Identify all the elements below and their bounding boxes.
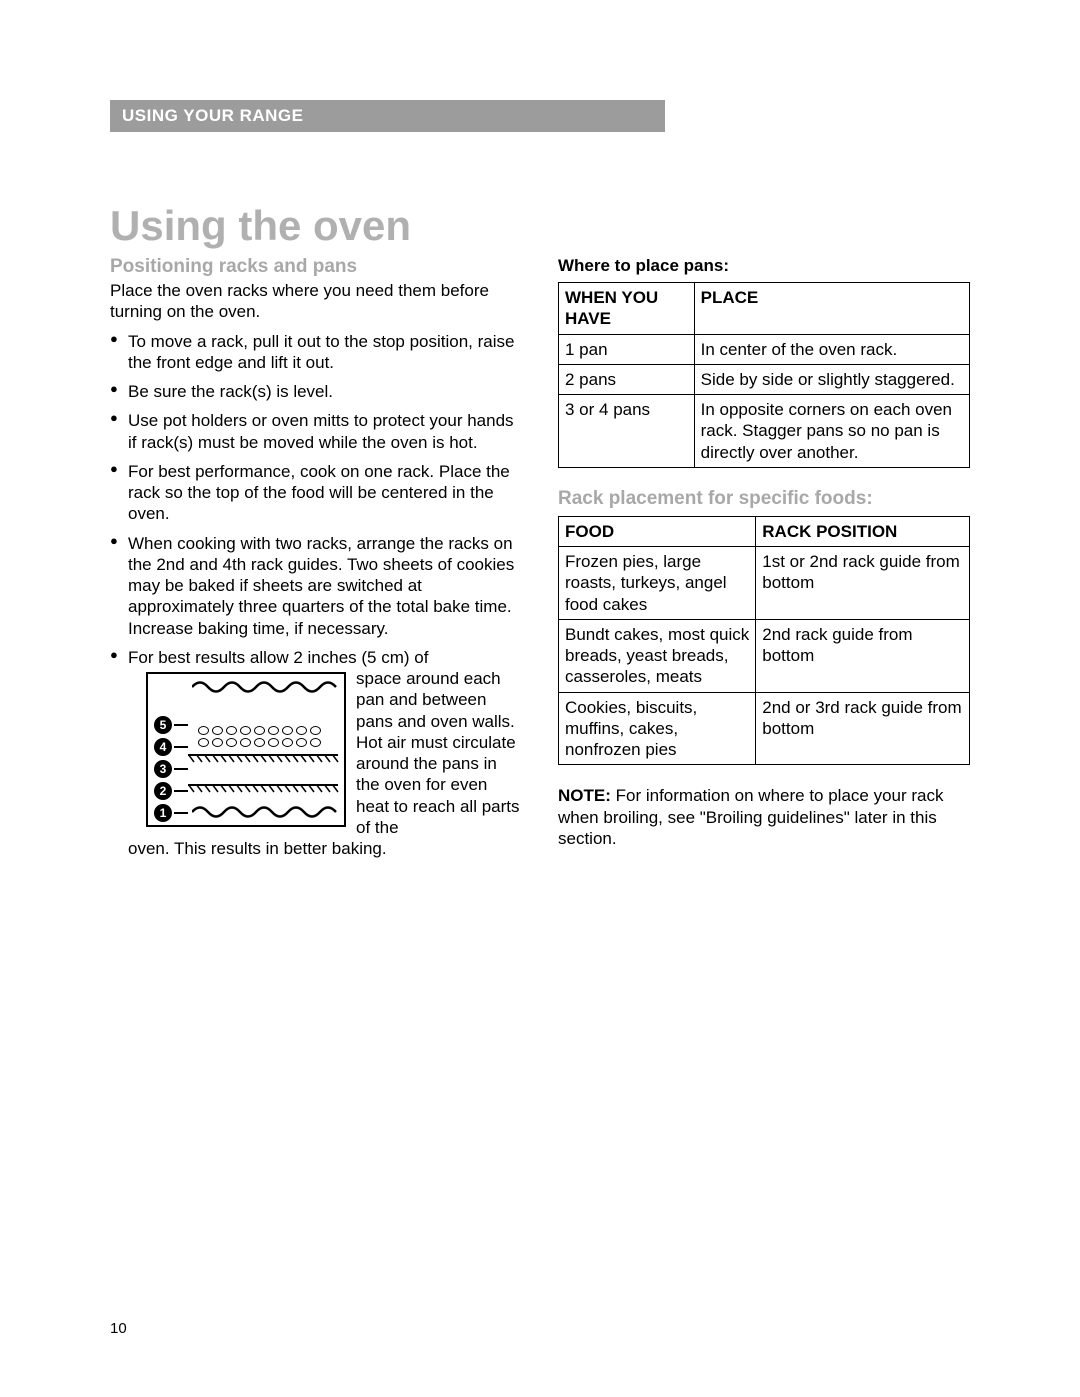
bullet-item: For best results allow 2 inches (5 cm) o… bbox=[110, 647, 522, 860]
table-cell: 2nd or 3rd rack guide from bottom bbox=[756, 692, 970, 765]
table-cell: Side by side or slightly staggered. bbox=[694, 364, 969, 394]
note-text: NOTE: For information on where to place … bbox=[558, 785, 970, 849]
foods-subheading: Rack placement for specific foods: bbox=[558, 488, 970, 510]
oven-diagram: 5 4 3 2 1 bbox=[146, 672, 346, 827]
rack-number-icon: 1 bbox=[154, 804, 172, 822]
table-header: PLACE bbox=[694, 283, 969, 335]
wrap-after-text: oven. This results in better baking. bbox=[128, 838, 522, 859]
wrap-lead-text: For best results allow 2 inches (5 cm) o… bbox=[128, 648, 428, 667]
right-column: Where to place pans: WHEN YOU HAVE PLACE… bbox=[558, 256, 970, 867]
table-header: RACK POSITION bbox=[756, 516, 970, 546]
table-cell: In center of the oven rack. bbox=[694, 334, 969, 364]
rack-number-icon: 3 bbox=[154, 760, 172, 778]
table-row: Bundt cakes, most quick breads, yeast br… bbox=[559, 619, 970, 692]
bullet-item: To move a rack, pull it out to the stop … bbox=[110, 331, 522, 374]
table-row: 1 pan In center of the oven rack. bbox=[559, 334, 970, 364]
table-cell: 1st or 2nd rack guide from bottom bbox=[756, 547, 970, 620]
bullet-item: Be sure the rack(s) is level. bbox=[110, 381, 522, 402]
heating-element-icon bbox=[192, 805, 342, 819]
rack-icon bbox=[188, 784, 342, 794]
foods-table: FOOD RACK POSITION Frozen pies, large ro… bbox=[558, 516, 970, 766]
table-row: 3 or 4 pans In opposite corners on each … bbox=[559, 395, 970, 468]
rack-number-icon: 5 bbox=[154, 716, 172, 734]
rack-number-icon: 2 bbox=[154, 782, 172, 800]
table-cell: Frozen pies, large roasts, turkeys, ange… bbox=[559, 547, 756, 620]
pans-table: WHEN YOU HAVE PLACE 1 pan In center of t… bbox=[558, 282, 970, 468]
bullet-item: When cooking with two racks, arrange the… bbox=[110, 533, 522, 639]
table-cell: In opposite corners on each oven rack. S… bbox=[694, 395, 969, 468]
note-body: For information on where to place your r… bbox=[558, 786, 944, 848]
page-number: 10 bbox=[110, 1320, 127, 1337]
table-row: 2 pans Side by side or slightly staggere… bbox=[559, 364, 970, 394]
heating-element-icon bbox=[192, 680, 342, 694]
table-row: Cookies, biscuits, muffins, cakes, nonfr… bbox=[559, 692, 970, 765]
left-column: Positioning racks and pans Place the ove… bbox=[110, 256, 522, 867]
table-header: FOOD bbox=[559, 516, 756, 546]
table-header-row: FOOD RACK POSITION bbox=[559, 516, 970, 546]
table-cell: Cookies, biscuits, muffins, cakes, nonfr… bbox=[559, 692, 756, 765]
wrap-text: space around each pan and between pans a… bbox=[356, 669, 519, 837]
cookie-tray-icon bbox=[198, 726, 332, 754]
table-cell: 2 pans bbox=[559, 364, 695, 394]
table-header-row: WHEN YOU HAVE PLACE bbox=[559, 283, 970, 335]
section-header: USING YOUR RANGE bbox=[110, 100, 665, 132]
content-columns: Positioning racks and pans Place the ove… bbox=[110, 256, 970, 867]
rack-number-icon: 4 bbox=[154, 738, 172, 756]
pans-heading: Where to place pans: bbox=[558, 256, 970, 276]
positioning-subheading: Positioning racks and pans bbox=[110, 256, 522, 278]
page-title: Using the oven bbox=[110, 202, 970, 250]
table-row: Frozen pies, large roasts, turkeys, ange… bbox=[559, 547, 970, 620]
table-cell: 3 or 4 pans bbox=[559, 395, 695, 468]
bullet-item: Use pot holders or oven mitts to protect… bbox=[110, 410, 522, 453]
note-label: NOTE: bbox=[558, 786, 611, 805]
table-cell: Bundt cakes, most quick breads, yeast br… bbox=[559, 619, 756, 692]
bullet-list: To move a rack, pull it out to the stop … bbox=[110, 331, 522, 860]
table-header: WHEN YOU HAVE bbox=[559, 283, 695, 335]
bullet-item: For best performance, cook on one rack. … bbox=[110, 461, 522, 525]
intro-text: Place the oven racks where you need them… bbox=[110, 280, 522, 323]
table-cell: 1 pan bbox=[559, 334, 695, 364]
rack-icon bbox=[188, 754, 342, 764]
table-cell: 2nd rack guide from bottom bbox=[756, 619, 970, 692]
